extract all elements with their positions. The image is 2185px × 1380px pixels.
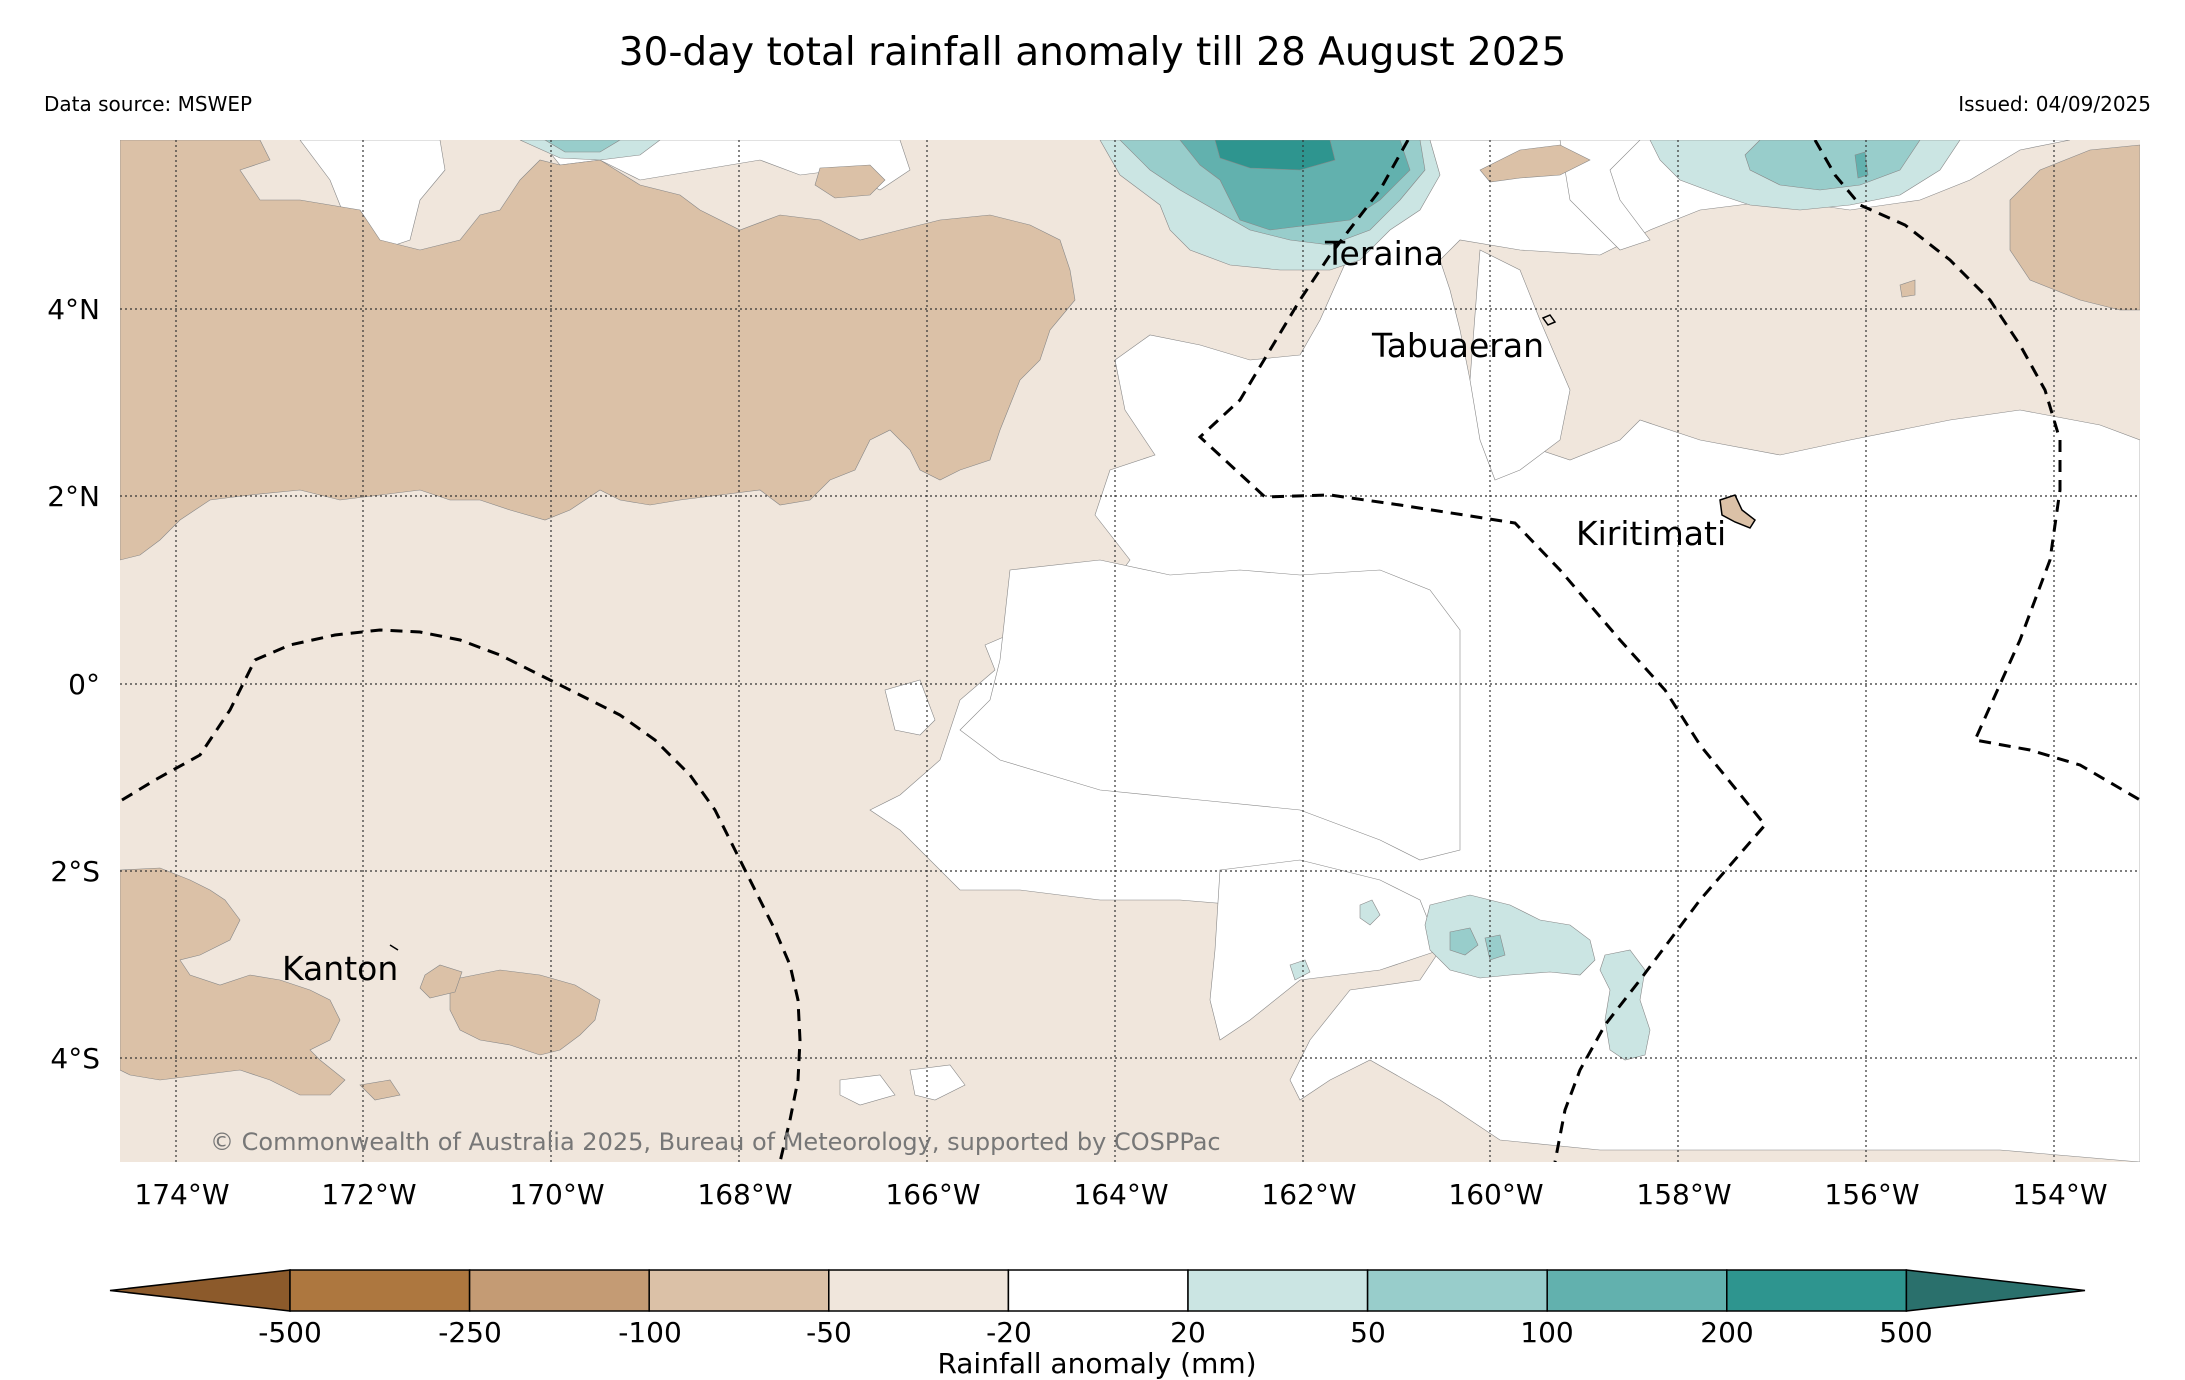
anomaly-neutral-region xyxy=(869,140,2140,1162)
wet-anomaly-region xyxy=(1214,140,1336,171)
colorbar-segment xyxy=(1007,1269,1189,1312)
lon-label: 162°W xyxy=(1261,1178,1356,1211)
dry-anomaly-region xyxy=(814,164,886,199)
lat-label: 2°N xyxy=(47,480,100,513)
copyright-notice: © Commonwealth of Australia 2025, Bureau… xyxy=(210,1128,1221,1156)
graticule xyxy=(120,140,2140,1162)
anomaly-neutral-region xyxy=(959,559,1461,861)
lat-label: 4°N xyxy=(47,293,100,326)
colorbar-segment xyxy=(1546,1269,1728,1312)
colorbar-tick: -20 xyxy=(986,1316,1032,1349)
colorbar-legend xyxy=(109,1269,2086,1312)
colorbar-ticks: -500 -250 -100 -50 -20 20 50 100 200 500 xyxy=(258,1316,1933,1349)
dry-anomaly-region xyxy=(1479,144,1591,183)
kiritimati-island-icon xyxy=(1719,494,1756,529)
colorbar-segment xyxy=(1726,1269,1908,1312)
lon-label: 172°W xyxy=(321,1178,416,1211)
colorbar-tick: -500 xyxy=(258,1316,322,1349)
colorbar-label: Rainfall anomaly (mm) xyxy=(937,1347,1256,1380)
lat-label: 2°S xyxy=(50,855,100,888)
colorbar-segment xyxy=(648,1269,830,1312)
colorbar-extend-high xyxy=(1905,1269,2086,1312)
anomaly-neutral-region xyxy=(884,679,936,736)
dry-anomaly-region xyxy=(120,140,1076,561)
data-source-label: Data source: MSWEP xyxy=(44,92,253,116)
anomaly-neutral-region xyxy=(1469,249,1571,481)
wet-anomaly-region xyxy=(1424,894,1596,979)
dry-anomaly-region xyxy=(1899,279,1916,298)
wet-anomaly-region xyxy=(1854,151,1869,179)
lon-label: 170°W xyxy=(509,1178,604,1211)
map-area xyxy=(120,140,2140,1162)
colorbar-tick: 200 xyxy=(1700,1316,1753,1349)
dry-anomaly-region xyxy=(359,1079,401,1101)
anomaly-neutral-region xyxy=(909,1064,966,1101)
lon-label: 174°W xyxy=(134,1178,229,1211)
colorbar-segment xyxy=(828,1269,1010,1312)
lon-label: 168°W xyxy=(697,1178,792,1211)
lon-label: 160°W xyxy=(1448,1178,1543,1211)
place-label-tabuaeran: Tabuaeran xyxy=(1371,326,1544,365)
wet-anomaly-region xyxy=(1744,140,1921,191)
tabuaeran-island-icon xyxy=(1541,314,1557,326)
colorbar-tick: 500 xyxy=(1879,1316,1932,1349)
place-label-kiritimati: Kiritimati xyxy=(1576,514,1726,553)
latitude-labels: 4°N 2°N 0° 2°S 4°S xyxy=(47,293,100,1075)
colorbar-tick: -100 xyxy=(618,1316,682,1349)
wet-anomaly-region xyxy=(1449,927,1479,956)
colorbar-tick: -50 xyxy=(806,1316,852,1349)
anomaly-neutral-region xyxy=(1209,859,1441,1041)
colorbar-segment xyxy=(289,1269,471,1312)
dry-anomaly-region xyxy=(449,969,601,1056)
lon-label: 158°W xyxy=(1636,1178,1731,1211)
wet-anomaly-region xyxy=(544,140,621,153)
place-label-kanton: Kanton xyxy=(282,949,398,988)
colorbar-segment xyxy=(468,1269,650,1312)
dry-anomaly-region xyxy=(120,867,346,1096)
colorbar-tick: 100 xyxy=(1520,1316,1573,1349)
colorbar-segment xyxy=(1187,1269,1369,1312)
issued-date-label: Issued: 04/09/2025 xyxy=(1958,92,2151,116)
dry-anomaly-region xyxy=(2009,144,2140,311)
lon-label: 154°W xyxy=(2012,1178,2107,1211)
map-title: 30-day total rainfall anomaly till 28 Au… xyxy=(618,30,1567,75)
anomaly-neutral-region xyxy=(839,1074,896,1106)
lon-label: 166°W xyxy=(885,1178,980,1211)
lon-label: 164°W xyxy=(1073,1178,1168,1211)
place-label-teraina: Teraina xyxy=(1324,234,1444,273)
colorbar-extend-low xyxy=(109,1269,291,1312)
dry-anomaly-region xyxy=(419,964,463,999)
colorbar-segment xyxy=(1366,1269,1548,1312)
wet-anomaly-region xyxy=(1289,959,1311,981)
kanton-island-icon xyxy=(389,944,399,951)
colorbar-tick: 50 xyxy=(1350,1316,1386,1349)
colorbar-tick: -250 xyxy=(438,1316,502,1349)
lat-label: 4°S xyxy=(50,1042,100,1075)
lon-label: 156°W xyxy=(1824,1178,1919,1211)
wet-anomaly-region xyxy=(1359,899,1381,926)
eez-boundary xyxy=(121,140,2140,1162)
longitude-labels: 174°W 172°W 170°W 168°W 166°W 164°W 162°… xyxy=(134,1178,2107,1211)
anomaly-neutral-region xyxy=(299,140,446,251)
lat-label: 0° xyxy=(68,668,100,701)
colorbar-tick: 20 xyxy=(1170,1316,1206,1349)
